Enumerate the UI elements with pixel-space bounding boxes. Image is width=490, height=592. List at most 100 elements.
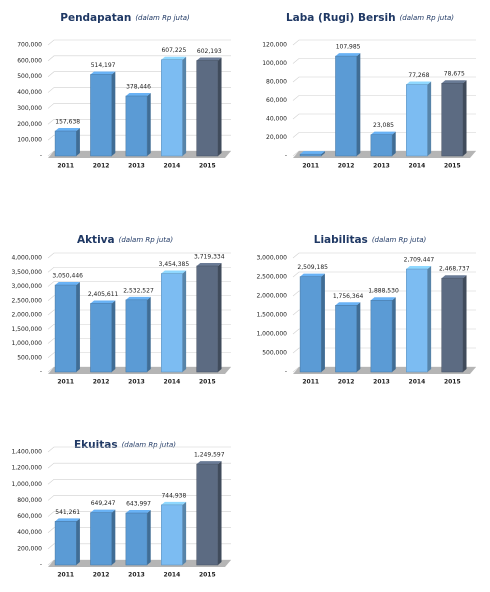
y-tick-label: 1,500,000 [256,312,287,319]
bar-top [300,151,325,155]
bar [196,60,219,157]
value-label: 514,197 [91,62,116,69]
y-tick-label: 3,000,000 [256,255,287,262]
bar-side [217,262,222,372]
y-tick-label: 1,000,000 [11,481,42,488]
y-tick-label: 3,500,000 [11,269,42,276]
y-tick-label: 500,000 [262,350,287,357]
value-label: 1,888,530 [368,288,399,295]
y-tick-label: 1,200,000 [11,465,42,472]
bar-top [125,510,151,514]
bar [54,130,77,157]
value-label: 78,675 [444,71,465,78]
y-tick-label: 4,000,000 [11,255,42,262]
x-tick-label: 2014 [164,572,181,579]
y-tick-label: 1,500,000 [11,326,42,333]
grid-line [47,462,231,469]
title-text: Ekuitas [74,439,118,451]
bar-side [462,80,467,156]
value-label: 3,454,385 [159,261,190,268]
bar [161,273,183,373]
y-tick-label: 500,000 [17,73,42,80]
bar-top [125,92,151,96]
bar-top [90,509,116,513]
grid-line [47,55,231,62]
y-tick-label: 3,000,000 [11,283,42,290]
bar [90,512,112,566]
bar-side [182,501,187,565]
x-tick-label: 2015 [199,379,216,386]
bar [54,521,77,566]
bar-top [196,461,222,465]
bar-side [356,53,361,156]
bar [335,305,357,373]
x-tick-label: 2013 [128,572,145,579]
value-label: 3,719,334 [194,253,225,260]
bar-top [90,71,116,75]
y-tick-label: 400,000 [17,529,42,536]
x-tick-label: 2012 [93,379,110,386]
bar-side [427,266,432,372]
value-label: 2,468,737 [439,266,470,273]
value-label: 1,756,364 [333,293,364,300]
grid-line [47,39,231,46]
y-tick-label: - [40,562,42,569]
bar-side [111,300,116,372]
value-label: 649,247 [91,500,116,507]
y-tick-label: 2,000,000 [11,312,42,319]
bar-side [392,297,396,372]
bar [90,303,112,373]
x-tick-label: 2011 [302,163,319,170]
title-text: Pendapatan [60,12,131,24]
bar [161,59,183,157]
bar-top [55,518,80,522]
grid-line [292,76,476,83]
bar-side [217,57,222,156]
grid-line [292,252,476,259]
bar-top [370,131,396,135]
bar-side [392,131,396,156]
title-text: Liabilitas [314,234,368,246]
y-tick-label: 500,000 [17,354,42,361]
bar [196,265,219,373]
bar-top [90,300,116,304]
bar-top [161,270,187,274]
x-tick-label: 2011 [57,163,74,170]
grid-line [292,39,476,46]
value-label: 77,268 [408,72,429,79]
y-tick-label: - [40,153,42,160]
value-label: 602,193 [197,48,222,55]
x-tick-label: 2015 [199,163,216,170]
grid-line [47,446,231,453]
bar-top [161,501,187,505]
bar-side [111,509,116,565]
subtitle: (dalam Rp juta) [135,14,190,22]
x-tick-label: 2013 [373,163,390,170]
value-label: 541,261 [55,509,80,516]
bar [196,463,219,566]
bar-side [182,270,187,372]
x-tick-label: 2012 [93,163,110,170]
bar-side [462,275,467,372]
y-tick-label: 2,000,000 [256,293,287,300]
bar [335,55,357,157]
y-tick-label: 600,000 [17,57,42,64]
bar-side [111,71,116,156]
bar-side [182,56,187,156]
y-tick-label: - [285,153,287,160]
bar-top [370,297,396,301]
x-tick-label: 2012 [338,379,355,386]
chart-title: Liabilitas (dalam Rp juta) [314,234,427,246]
y-tick-label: 2,500,000 [11,297,42,304]
bar-side [76,518,80,565]
bar-side [217,461,222,565]
bar [406,84,428,157]
y-tick-label: 1,000,000 [11,340,42,347]
value-label: 2,509,185 [297,264,328,271]
chart-title: Laba (Rugi) Bersih (dalam Rp juta) [286,12,454,24]
chart-title: Ekuitas (dalam Rp juta) [74,439,176,451]
grid-line [47,252,231,259]
y-tick-label: 120,000 [262,42,287,49]
